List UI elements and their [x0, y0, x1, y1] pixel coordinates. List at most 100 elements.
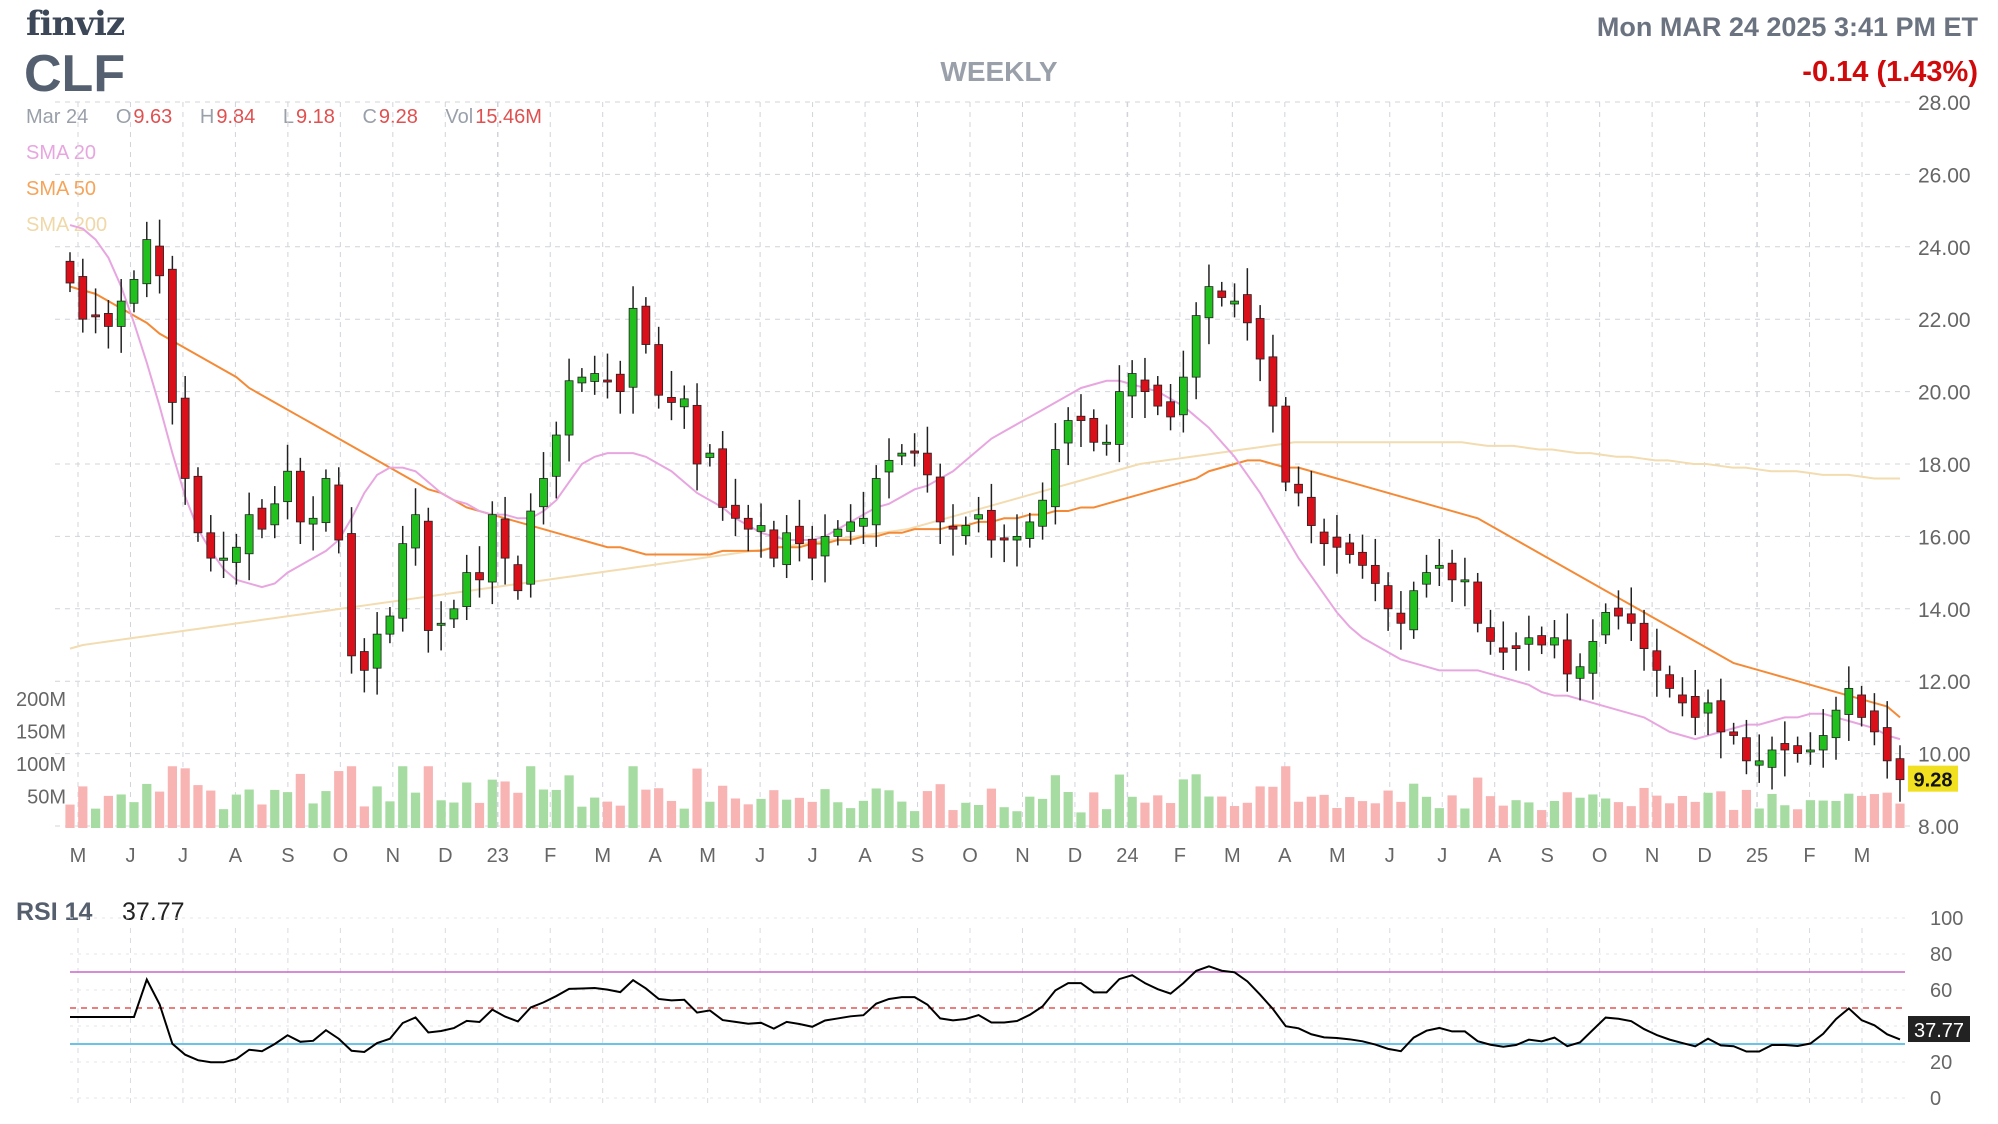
volume-bar	[410, 792, 421, 828]
volume-bar	[935, 784, 945, 828]
sma50-path	[69, 285, 1901, 719]
candle-body	[1319, 531, 1329, 545]
volume-bar	[1037, 798, 1048, 828]
candle-body	[1562, 639, 1572, 675]
volume-bar	[257, 804, 267, 828]
candle-body	[244, 514, 254, 555]
volume-bar	[1652, 795, 1662, 828]
high-label: H	[199, 106, 215, 128]
candle-body	[91, 314, 100, 318]
candle-body	[731, 504, 740, 519]
candle-body	[1895, 758, 1905, 781]
candle-body	[1729, 731, 1739, 736]
sma20-legend[interactable]: SMA 20	[26, 142, 97, 164]
candle-body	[1806, 749, 1815, 753]
volume-bar	[602, 801, 613, 828]
volume-bar	[526, 766, 536, 828]
candle-body	[948, 525, 958, 530]
candle-body	[641, 305, 651, 345]
volume-bar	[769, 790, 779, 828]
volume-bar	[1626, 806, 1636, 828]
candle-body	[1882, 727, 1892, 762]
volume-bar	[1818, 800, 1828, 828]
price-tick-label: 10.00	[1918, 744, 1971, 767]
x-tick-label: D	[1697, 845, 1711, 867]
x-tick-label: 23	[487, 845, 509, 867]
candle-body	[1038, 499, 1047, 527]
candle-body	[1051, 449, 1060, 508]
sma20-line	[69, 224, 1901, 741]
candle-body	[104, 313, 113, 327]
volume-bar	[692, 768, 702, 828]
candle-body	[974, 514, 983, 520]
candle-body	[372, 633, 382, 669]
candle-body	[1460, 579, 1470, 583]
price-tick-label: 14.00	[1918, 599, 1971, 622]
volume-bar	[1588, 794, 1598, 828]
volume-bar	[999, 807, 1009, 828]
candle-body	[1703, 702, 1713, 714]
price-tick-label: 18.00	[1918, 454, 1971, 477]
volume-bar	[129, 802, 139, 828]
x-tick-label: M	[1329, 845, 1346, 867]
volume-bar	[922, 791, 933, 828]
x-tick-label: N	[1015, 845, 1029, 867]
volume-tick-label: 200M	[16, 689, 66, 711]
sma200-legend[interactable]: SMA 200	[26, 214, 108, 236]
volume-bar	[1306, 796, 1316, 828]
volume-bar	[577, 806, 587, 828]
candle-body	[718, 448, 728, 508]
candle-body	[231, 546, 241, 563]
volume-bar	[398, 766, 408, 828]
volume-bar	[782, 799, 792, 828]
candle-body	[1268, 356, 1278, 407]
volume-bar	[1345, 797, 1355, 828]
candle-body	[423, 520, 433, 631]
volume-bar	[1025, 796, 1035, 828]
close-value: 9.28	[378, 106, 418, 128]
candle-body	[219, 557, 228, 561]
candle-body	[782, 532, 792, 566]
volume-label: Vol	[445, 106, 474, 128]
x-tick-label: O	[1592, 845, 1608, 867]
x-tick-label: S	[911, 845, 924, 867]
volume-bar	[1575, 797, 1585, 828]
volume-bar	[206, 790, 216, 828]
candle-body	[1780, 743, 1790, 751]
volume-bar	[1895, 803, 1905, 828]
volume-value: 15.46M	[475, 106, 542, 128]
volume-bar	[1140, 802, 1150, 828]
candle-body	[820, 536, 830, 557]
candle-body	[590, 373, 600, 382]
finviz-logo[interactable]: finviz	[26, 4, 125, 44]
candle-body	[897, 452, 907, 457]
candle-body	[795, 525, 804, 545]
volume-bar	[1293, 801, 1304, 828]
candle-body	[846, 521, 855, 532]
x-tick-label: D	[438, 845, 452, 867]
candle-body	[359, 651, 369, 671]
volume-tick-label: 100M	[16, 754, 66, 776]
volume-bar	[718, 785, 728, 828]
volume-bar	[1729, 809, 1739, 828]
candle-body	[1498, 647, 1508, 653]
sma50-legend[interactable]: SMA 50	[26, 178, 97, 200]
volume-bar	[1639, 787, 1649, 828]
x-tick-label: J	[178, 845, 188, 867]
rsi-tick-label: 80	[1930, 944, 1952, 966]
candle-body	[1754, 760, 1764, 766]
volume-bar	[1793, 809, 1803, 828]
volume-bar	[1831, 800, 1841, 828]
candle-body	[1690, 696, 1700, 718]
candle-body	[385, 615, 395, 635]
candle-body	[564, 380, 574, 436]
volume-bar	[1383, 790, 1393, 828]
candle-body	[1524, 637, 1534, 645]
volume-bar	[1882, 792, 1892, 828]
volume-bar	[78, 786, 88, 828]
volume-bar	[282, 792, 293, 828]
volume-bar	[948, 810, 958, 828]
candle-body	[193, 475, 203, 534]
open-value: 9.63	[133, 106, 173, 128]
